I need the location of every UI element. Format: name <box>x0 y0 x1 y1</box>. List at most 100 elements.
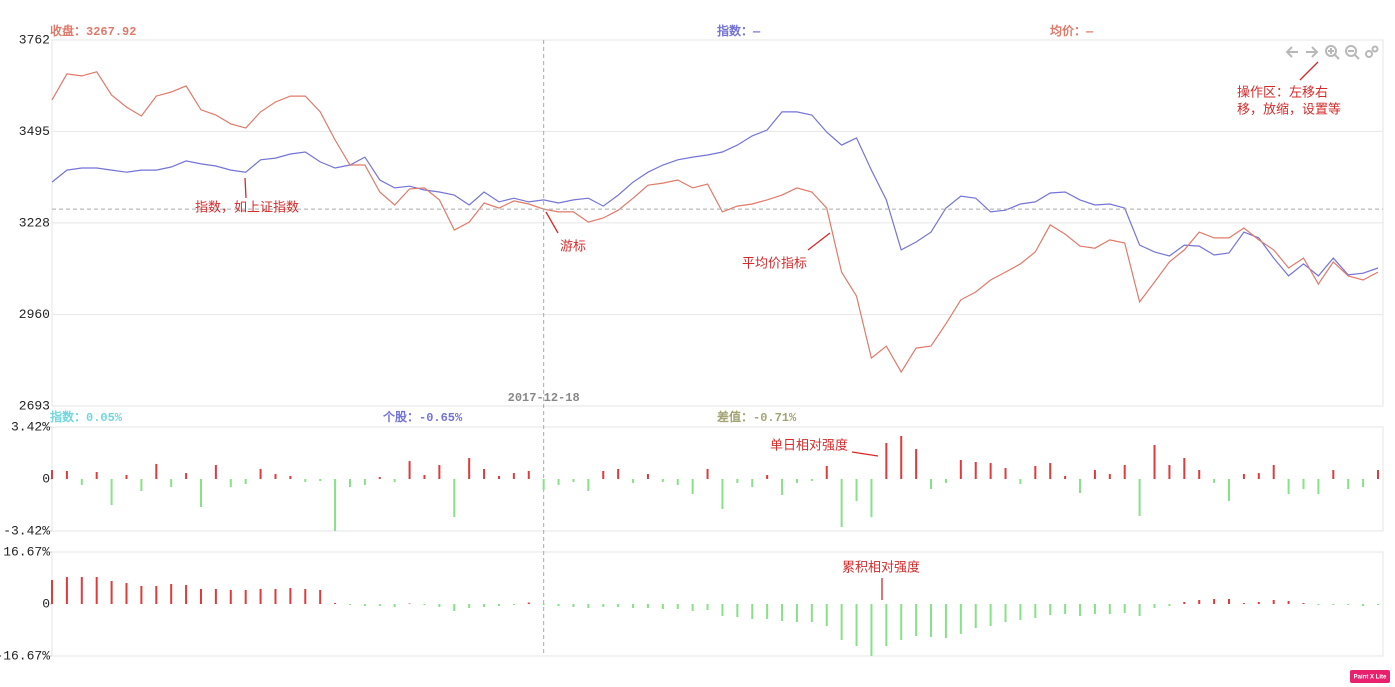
annotation: 单日相对强度 <box>770 437 848 452</box>
bar <box>944 604 947 639</box>
bar <box>1138 479 1141 516</box>
bar <box>736 479 739 483</box>
bar <box>214 588 217 604</box>
bar <box>646 604 649 608</box>
bar <box>1347 604 1350 605</box>
bar <box>632 479 635 483</box>
annotation: 平均价指标 <box>742 255 807 270</box>
bar <box>65 576 68 604</box>
bar <box>706 604 709 610</box>
bar <box>1377 604 1379 605</box>
bar <box>1004 468 1007 479</box>
bar <box>706 468 709 479</box>
bar <box>140 479 143 492</box>
bar <box>259 468 262 479</box>
bar <box>468 604 471 608</box>
bar <box>1168 465 1171 479</box>
bar <box>348 604 351 605</box>
bar <box>334 603 337 604</box>
bar <box>900 604 903 640</box>
bar <box>587 604 590 608</box>
bar <box>1332 470 1335 479</box>
bar <box>199 588 202 604</box>
bar <box>468 458 471 479</box>
bar <box>974 461 977 479</box>
bar <box>170 479 173 488</box>
bar <box>110 479 113 505</box>
annotation: 指数，如上证指数 <box>195 199 299 214</box>
bar <box>1004 604 1007 622</box>
bar <box>155 586 158 604</box>
bar <box>795 479 798 483</box>
bar <box>453 604 456 611</box>
bar <box>1153 604 1156 608</box>
watermark: Paint X Lite <box>1354 675 1387 681</box>
bar <box>1019 604 1022 621</box>
bar <box>974 604 977 628</box>
bar <box>1064 604 1067 615</box>
bar <box>1123 604 1126 614</box>
bar <box>810 479 813 481</box>
bar <box>125 475 128 479</box>
y-tick-label: 3495 <box>19 124 50 139</box>
bar <box>870 479 873 518</box>
bar <box>65 470 68 479</box>
zoom-out[interactable] <box>1345 45 1360 60</box>
bar <box>1183 458 1186 479</box>
bar <box>1093 604 1096 615</box>
y-tick-label: 0 <box>42 596 50 611</box>
bar <box>602 604 605 607</box>
bar <box>80 479 83 485</box>
bar <box>1242 473 1245 479</box>
bar <box>1257 473 1260 479</box>
bar <box>274 588 277 604</box>
move-right[interactable] <box>1306 46 1319 58</box>
leader-lines <box>244 61 1319 600</box>
bar <box>930 479 933 490</box>
zoom-in[interactable] <box>1325 45 1340 60</box>
bar <box>751 604 754 620</box>
bar <box>1213 599 1216 604</box>
settings[interactable] <box>1365 45 1379 58</box>
bar <box>289 587 292 604</box>
bar <box>840 479 843 528</box>
annotation: 游标 <box>560 238 586 253</box>
bar <box>1079 479 1082 493</box>
bar <box>140 586 143 604</box>
bar <box>661 479 664 483</box>
bar <box>766 604 769 620</box>
bar <box>795 604 798 622</box>
panel-label: 指数：0.05% <box>50 409 123 425</box>
bar <box>557 479 560 485</box>
bar <box>304 479 307 483</box>
bar <box>170 584 173 604</box>
bar <box>646 473 649 479</box>
bar <box>527 470 530 479</box>
bar <box>1228 479 1231 502</box>
bar <box>1049 463 1052 479</box>
bar <box>1138 604 1141 617</box>
bar <box>1168 604 1171 606</box>
bar <box>930 604 933 638</box>
bar <box>885 442 888 479</box>
cursor-date: 2017-12-18 <box>508 391 580 405</box>
bar <box>915 604 918 637</box>
bar <box>1377 470 1379 479</box>
bar <box>199 479 202 507</box>
legend-entry: 指数：— <box>717 23 761 39</box>
bar <box>661 604 664 609</box>
bar <box>1287 479 1290 495</box>
bar <box>885 604 888 647</box>
bar <box>1317 479 1320 495</box>
bar <box>542 479 545 490</box>
bar <box>781 479 784 495</box>
bar <box>602 470 605 479</box>
bar <box>721 479 724 509</box>
bar <box>781 604 784 622</box>
bar <box>676 604 679 609</box>
bar <box>1317 604 1320 605</box>
move-left[interactable] <box>1285 46 1298 58</box>
bar <box>900 435 903 479</box>
y-tick-label: 16.67% <box>3 544 50 559</box>
